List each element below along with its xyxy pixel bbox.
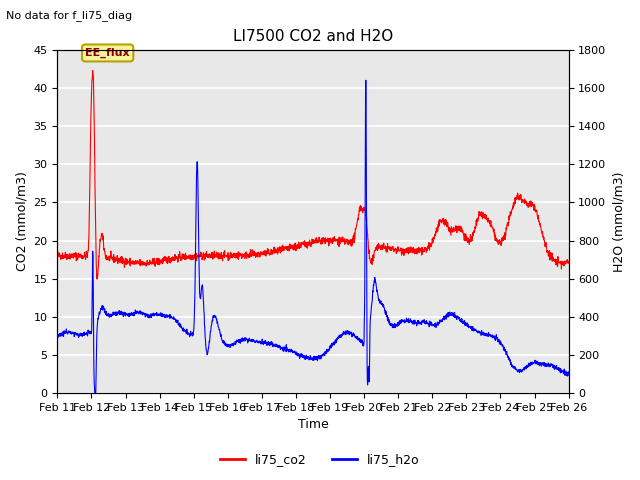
Text: No data for f_li75_diag: No data for f_li75_diag: [6, 10, 132, 21]
Text: EE_flux: EE_flux: [85, 48, 130, 58]
Title: LI7500 CO2 and H2O: LI7500 CO2 and H2O: [233, 29, 393, 44]
Y-axis label: H2O (mmol/m3): H2O (mmol/m3): [612, 171, 625, 272]
Y-axis label: CO2 (mmol/m3): CO2 (mmol/m3): [15, 171, 28, 271]
X-axis label: Time: Time: [298, 419, 328, 432]
Legend: li75_co2, li75_h2o: li75_co2, li75_h2o: [215, 448, 425, 471]
